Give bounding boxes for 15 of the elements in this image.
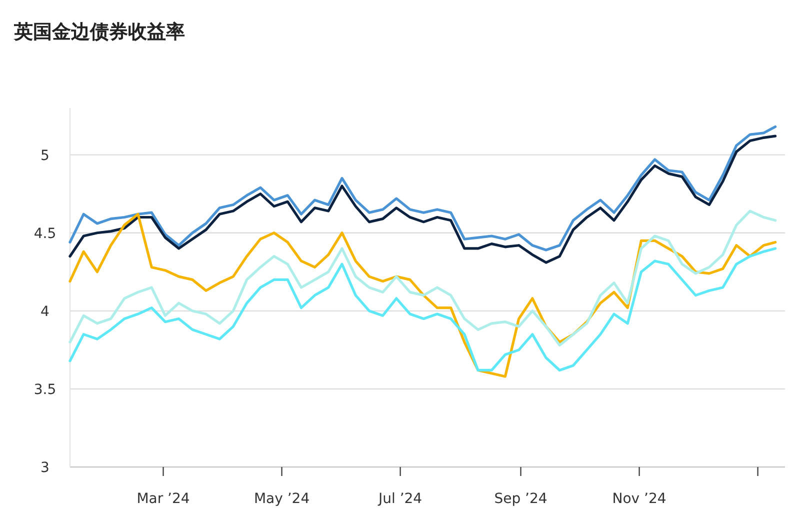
y-tick-label: 5 <box>40 148 50 164</box>
line-series <box>68 210 777 347</box>
line-series <box>68 134 777 264</box>
x-tick-label: May ’24 <box>254 491 310 507</box>
y-tick-label: 3.5 <box>34 382 56 398</box>
x-tick-label: Mar ’24 <box>136 491 190 507</box>
y-tick-label: 3 <box>40 460 50 476</box>
x-tick-label: Sep ’24 <box>494 491 548 507</box>
line-series <box>68 247 777 372</box>
x-tick-label: Nov ’24 <box>612 491 666 507</box>
x-tick-label: Jul ’24 <box>377 491 422 507</box>
line-series <box>68 125 777 252</box>
chart-title: 英国金边债券收益率 <box>13 21 185 43</box>
y-tick-label: 4.5 <box>34 226 56 242</box>
y-tick-label: 4 <box>40 304 50 320</box>
